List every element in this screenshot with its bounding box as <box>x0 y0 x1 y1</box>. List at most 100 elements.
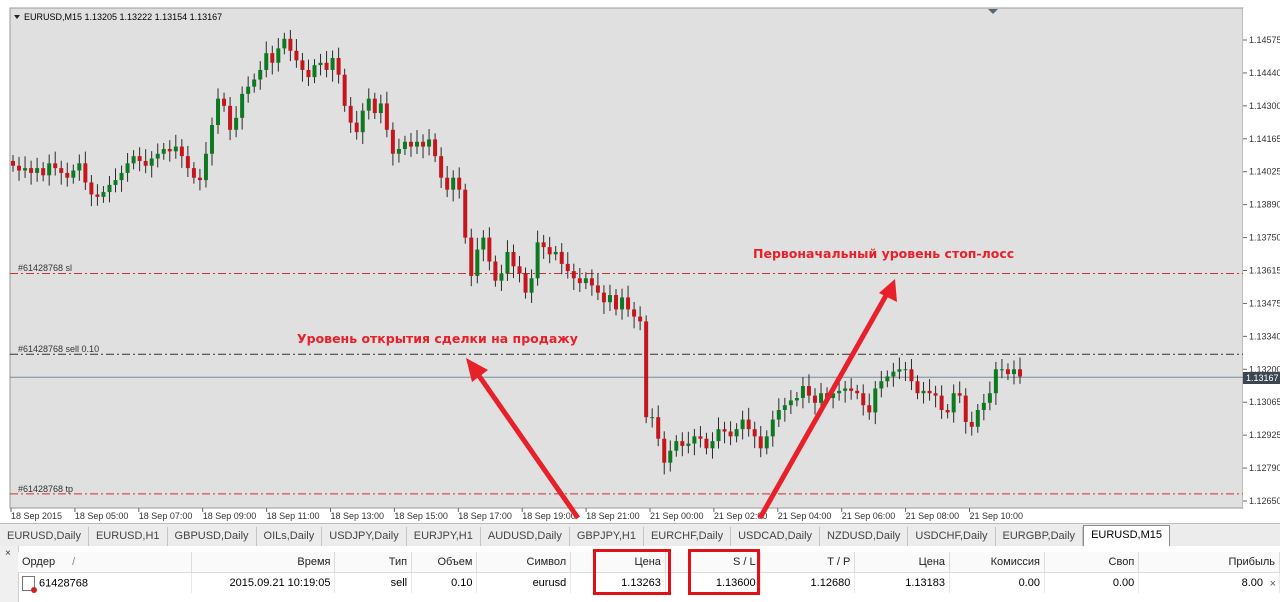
candle <box>65 162 70 187</box>
candle-body <box>191 168 196 178</box>
tab-eurusd-h1[interactable]: EURUSD,H1 <box>89 527 168 546</box>
candle-body <box>1005 369 1010 375</box>
y-tick-label: 1.12790 <box>1249 463 1280 473</box>
col-time[interactable]: Время <box>191 552 336 573</box>
col-tp[interactable]: T / P <box>760 552 856 573</box>
candle <box>873 381 878 425</box>
candle <box>113 168 118 193</box>
candle <box>686 431 691 454</box>
candle-body <box>415 141 420 147</box>
candle-body <box>445 177 450 190</box>
candle-body <box>161 148 166 154</box>
chart-header-arrow-icon[interactable] <box>14 15 20 19</box>
tab-usdcad-daily[interactable]: USDCAD,Daily <box>731 527 821 546</box>
col-order[interactable]: Ордер / <box>18 552 192 573</box>
price-chart[interactable]: 1.14575 1.14440 1.14300 1.14165 1.14025 1.138… <box>0 0 1280 522</box>
y-tick-label: 1.13890 <box>1249 200 1280 210</box>
candle <box>511 244 516 279</box>
candle-body <box>306 69 311 78</box>
candle-body <box>595 285 600 293</box>
col-type[interactable]: Тип <box>334 552 413 573</box>
candle <box>951 384 956 423</box>
tab-eurgbp-daily[interactable]: EURGBP,Daily <box>996 527 1084 546</box>
chart-canvas[interactable]: 1.14575 1.14440 1.14300 1.14165 1.14025 1.138… <box>0 0 1280 522</box>
candle-body <box>620 297 625 310</box>
candle <box>644 315 649 424</box>
terminal-close-icon[interactable]: × <box>5 548 11 559</box>
candle-body <box>565 263 570 272</box>
candle <box>752 421 757 449</box>
tab-audusd-daily[interactable]: AUDUSD,Daily <box>481 527 570 546</box>
table-row[interactable]: 61428768 2015.09.21 10:19:05 sell 0.10 e… <box>18 572 1280 593</box>
candle <box>408 132 413 157</box>
tab-nzdusd-daily[interactable]: NZDUSD,Daily <box>820 527 909 546</box>
candle <box>17 156 22 181</box>
candle <box>119 165 124 192</box>
candle <box>529 269 534 303</box>
tab-eurchf-daily[interactable]: EURCHF,Daily <box>644 527 732 546</box>
candle-body <box>209 125 214 154</box>
candle-body <box>999 369 1004 371</box>
candle-body <box>812 395 817 403</box>
tab-eurusd-daily[interactable]: EURUSD,Daily <box>0 527 89 546</box>
tab-eurjpy-h1[interactable]: EURJPY,H1 <box>407 527 481 546</box>
candle-body <box>511 251 516 267</box>
tab-usdjpy-daily[interactable]: USDJPY,Daily <box>322 527 407 546</box>
candle <box>457 167 462 199</box>
candle-body <box>632 309 637 317</box>
candle <box>710 432 715 459</box>
current-price-box <box>1243 372 1280 384</box>
candle-body <box>173 146 178 152</box>
candle-body <box>59 168 64 173</box>
candle <box>185 145 190 177</box>
candle <box>583 272 588 290</box>
candle-body <box>1011 369 1016 375</box>
candle-body <box>776 409 781 420</box>
candle-body <box>378 103 383 114</box>
candle-body <box>638 316 643 322</box>
candle-body <box>668 450 673 463</box>
col-symbol[interactable]: Символ <box>476 552 572 573</box>
candle-body <box>505 251 510 274</box>
col-current-price[interactable]: Цена <box>854 552 951 573</box>
col-swap[interactable]: Своп <box>1044 552 1140 573</box>
tab-gbpjpy-h1[interactable]: GBPJPY,H1 <box>570 527 644 546</box>
x-tick-label: 21 Sep 06:00 <box>842 511 896 521</box>
chart-shift-marker-icon[interactable] <box>988 9 998 14</box>
tab-gbpusd-daily[interactable]: GBPUSD,Daily <box>168 527 257 546</box>
candle <box>909 358 914 391</box>
candle <box>698 426 703 448</box>
candle <box>390 122 395 166</box>
candle-body <box>680 441 685 446</box>
candle-body <box>837 390 842 394</box>
col-volume[interactable]: Объем <box>411 552 478 573</box>
candle-body <box>535 242 540 279</box>
cell-time: 2015.09.21 10:19:05 <box>191 572 336 593</box>
candle <box>252 73 257 93</box>
tab-usdchf-daily[interactable]: USDCHF,Daily <box>908 527 996 546</box>
candle-body <box>601 292 606 303</box>
x-tick-label: 18 Sep 11:00 <box>267 511 320 521</box>
tab-oils-daily[interactable]: OILs,Daily <box>257 527 323 546</box>
candle-body <box>318 62 323 66</box>
price-axis <box>1243 8 1280 508</box>
candle-body <box>981 402 986 410</box>
candle <box>463 183 468 244</box>
x-tick-label: 18 Sep 13:00 <box>331 511 385 521</box>
y-tick-label: 1.12650 <box>1249 496 1280 506</box>
candle <box>897 357 902 380</box>
col-profit[interactable]: Прибыль <box>1138 552 1280 573</box>
candle <box>288 29 293 62</box>
candle <box>993 361 998 405</box>
candle-body <box>222 98 227 106</box>
candle <box>264 41 269 78</box>
candle <box>1011 360 1016 385</box>
candle <box>722 421 727 444</box>
candle-body <box>71 170 76 178</box>
tab-eurusd-m15[interactable]: EURUSD,M15 <box>1083 525 1170 546</box>
cell-swap: 0.00 <box>1044 572 1140 593</box>
candle-body <box>897 369 902 372</box>
col-commission[interactable]: Комиссия <box>949 552 1045 573</box>
row-close-icon[interactable]: × <box>1269 578 1276 590</box>
candle <box>505 240 510 281</box>
